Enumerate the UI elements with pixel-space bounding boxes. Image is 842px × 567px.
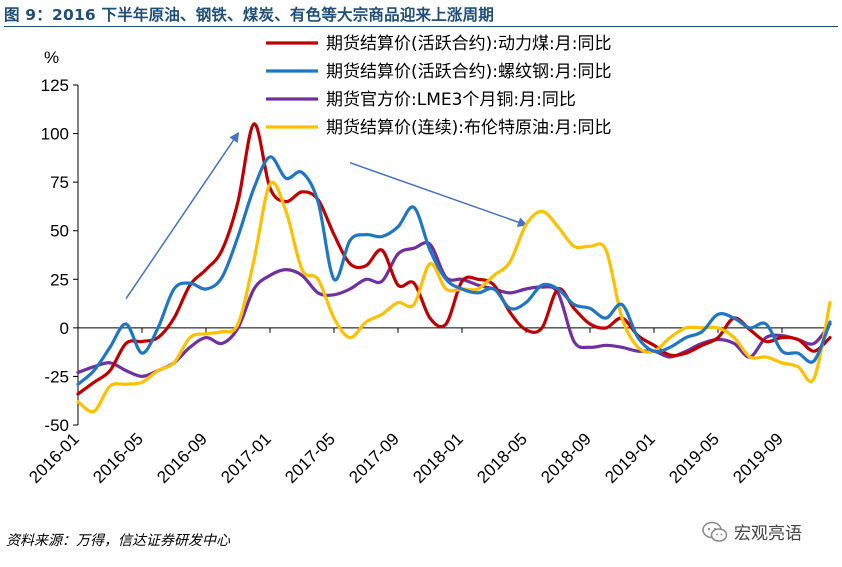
legend-label-2: 期货结算价(活跃合约):螺纹钢:月:同比: [326, 62, 611, 82]
line-chart: % -50 -25 0 25 50 75 100 125 2016-01 2016-05 2016…: [25, 34, 832, 487]
watermark: 宏观亮语: [702, 519, 802, 544]
x-tick-label: 2019-09: [729, 429, 787, 487]
x-tick-label: 2018-09: [537, 429, 595, 487]
x-tick-label: 2019-05: [665, 429, 723, 487]
y-tick-label: -25: [44, 367, 69, 386]
legend: 期货结算价(活跃合约):动力煤:月:同比期货结算价(活跃合约):螺纹钢:月:同比…: [266, 34, 611, 138]
series-line-4: [76, 180, 832, 414]
legend-label-4: 期货结算价(连续):布伦特原油:月:同比: [326, 118, 611, 138]
y-axis-label: %: [44, 48, 59, 67]
x-tick-label: 2018-05: [473, 429, 531, 487]
y-tick-label: 50: [50, 222, 69, 241]
series-line-1: [76, 122, 832, 396]
x-tick-label: 2016-05: [89, 429, 147, 487]
chart-title: 图 9：2016 下半年原油、钢铁、煤炭、有色等大宗商品迎来上涨周期: [4, 6, 495, 24]
series-line-3: [76, 241, 832, 378]
y-tick-label: 25: [50, 270, 69, 289]
x-tick-label: 2016-01: [25, 429, 83, 487]
source-note: 资料来源：万得，信达证券研发中心: [6, 533, 230, 549]
series-lines: [76, 122, 832, 414]
legend-label-1: 期货结算价(活跃合约):动力煤:月:同比: [326, 34, 611, 54]
watermark-text: 宏观亮语: [734, 524, 802, 544]
legend-label-3: 期货官方价:LME3个月铜:月:同比: [326, 90, 576, 110]
title-divider: [4, 26, 838, 27]
y-tick-label: 125: [41, 76, 69, 95]
y-tick-label: 100: [41, 125, 69, 144]
x-tick-label: 2019-01: [601, 429, 659, 487]
uptrend-arrow: [125, 131, 240, 300]
downtrend-arrow: [349, 162, 528, 227]
x-tick-label: 2017-01: [217, 429, 275, 487]
x-tick-label: 2016-09: [153, 429, 211, 487]
series-line-2: [76, 155, 832, 386]
y-axis-ticks: -50 -25 0 25 50 75 100 125: [41, 76, 78, 435]
trend-arrows: [125, 131, 528, 300]
y-tick-label: -50: [44, 416, 69, 435]
x-tick-label: 2018-01: [409, 429, 467, 487]
x-tick-label: 2017-05: [281, 429, 339, 487]
x-tick-label: 2017-09: [345, 429, 403, 487]
y-tick-label: 0: [60, 319, 69, 338]
y-tick-label: 75: [50, 173, 69, 192]
wechat-icon: [702, 521, 728, 542]
